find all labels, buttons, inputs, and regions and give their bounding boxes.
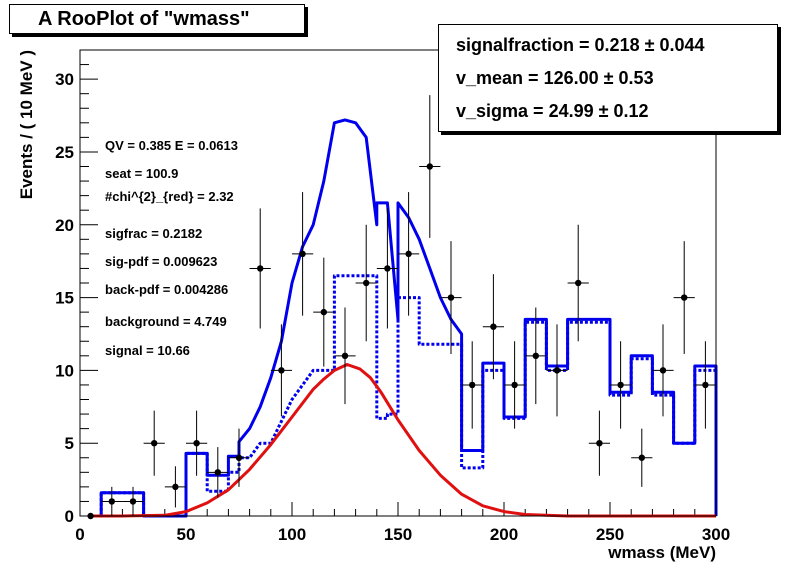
annotation-text: seat = 100.9 <box>105 166 178 181</box>
data-point <box>694 341 716 429</box>
annotation-text: sig-pdf = 0.009623 <box>105 254 217 269</box>
data-point <box>376 208 398 329</box>
stat-v-sigma: v_sigma = 24.99 ± 0.12 <box>456 101 649 121</box>
annotation-text: background = 4.749 <box>105 314 227 329</box>
data-point <box>164 466 186 508</box>
stat-signalfraction: signalfraction = 0.218 ± 0.044 <box>456 35 705 55</box>
data-point <box>610 341 632 429</box>
data-point <box>207 447 229 498</box>
x-tick-label: 0 <box>75 525 84 544</box>
plot-frame <box>79 49 717 517</box>
data-point <box>143 410 165 476</box>
x-axis-title: wmass (MeV) <box>607 543 716 562</box>
annotation-text: QV = 0.385 E = 0.0613 <box>105 138 238 153</box>
data-point <box>122 486 144 516</box>
plot-title: A RooPlot of "wmass" <box>9 4 305 34</box>
stat-v-mean: v_mean = 126.00 ± 0.53 <box>456 68 654 88</box>
data-point <box>355 224 377 342</box>
y-tick-label: 5 <box>65 434 74 453</box>
data-point <box>270 324 292 417</box>
fit-results-box: signalfraction = 0.218 ± 0.044 v_mean = … <box>438 24 778 132</box>
y-tick-label: 10 <box>55 361 74 380</box>
data-point <box>652 324 674 417</box>
data-point <box>101 486 123 516</box>
data-point <box>567 224 589 342</box>
y-tick-label: 15 <box>55 289 74 308</box>
y-tick-label: 30 <box>55 70 74 89</box>
data-point <box>313 257 335 367</box>
y-tick-label: 25 <box>55 143 74 162</box>
x-tick-label: 200 <box>490 525 518 544</box>
x-tick-label: 300 <box>702 525 730 544</box>
data-point <box>525 307 547 405</box>
data-point <box>631 428 653 487</box>
y-tick-label: 0 <box>65 507 74 526</box>
annotation-text: back-pdf = 0.004286 <box>105 282 228 297</box>
data-point <box>461 341 483 429</box>
annotation-text: #chi^{2}_{red} = 2.32 <box>105 189 234 204</box>
data-point <box>504 341 526 429</box>
series-signal-component <box>90 363 716 518</box>
x-tick-label: 100 <box>278 525 306 544</box>
data-point <box>546 324 568 417</box>
data-point <box>292 192 314 316</box>
data-point <box>440 241 462 354</box>
y-axis-title: Events / ( 10 MeV ) <box>17 50 36 199</box>
annotation-text: sigfrac = 0.2182 <box>105 226 202 241</box>
y-tick-label: 20 <box>55 216 74 235</box>
x-tick-label: 250 <box>596 525 624 544</box>
x-tick-label: 150 <box>384 525 412 544</box>
data-point <box>249 208 271 329</box>
data-point <box>186 410 208 476</box>
data-point <box>588 410 610 476</box>
annotation-text: signal = 10.66 <box>105 343 190 358</box>
data-point <box>482 274 504 380</box>
plot-title-text: A RooPlot of "wmass" <box>38 7 250 30</box>
data-point <box>419 95 441 238</box>
data-point <box>228 428 250 487</box>
x-tick-label: 50 <box>177 525 196 544</box>
data-point <box>673 241 695 354</box>
data-point <box>398 192 420 316</box>
data-point <box>334 307 356 405</box>
